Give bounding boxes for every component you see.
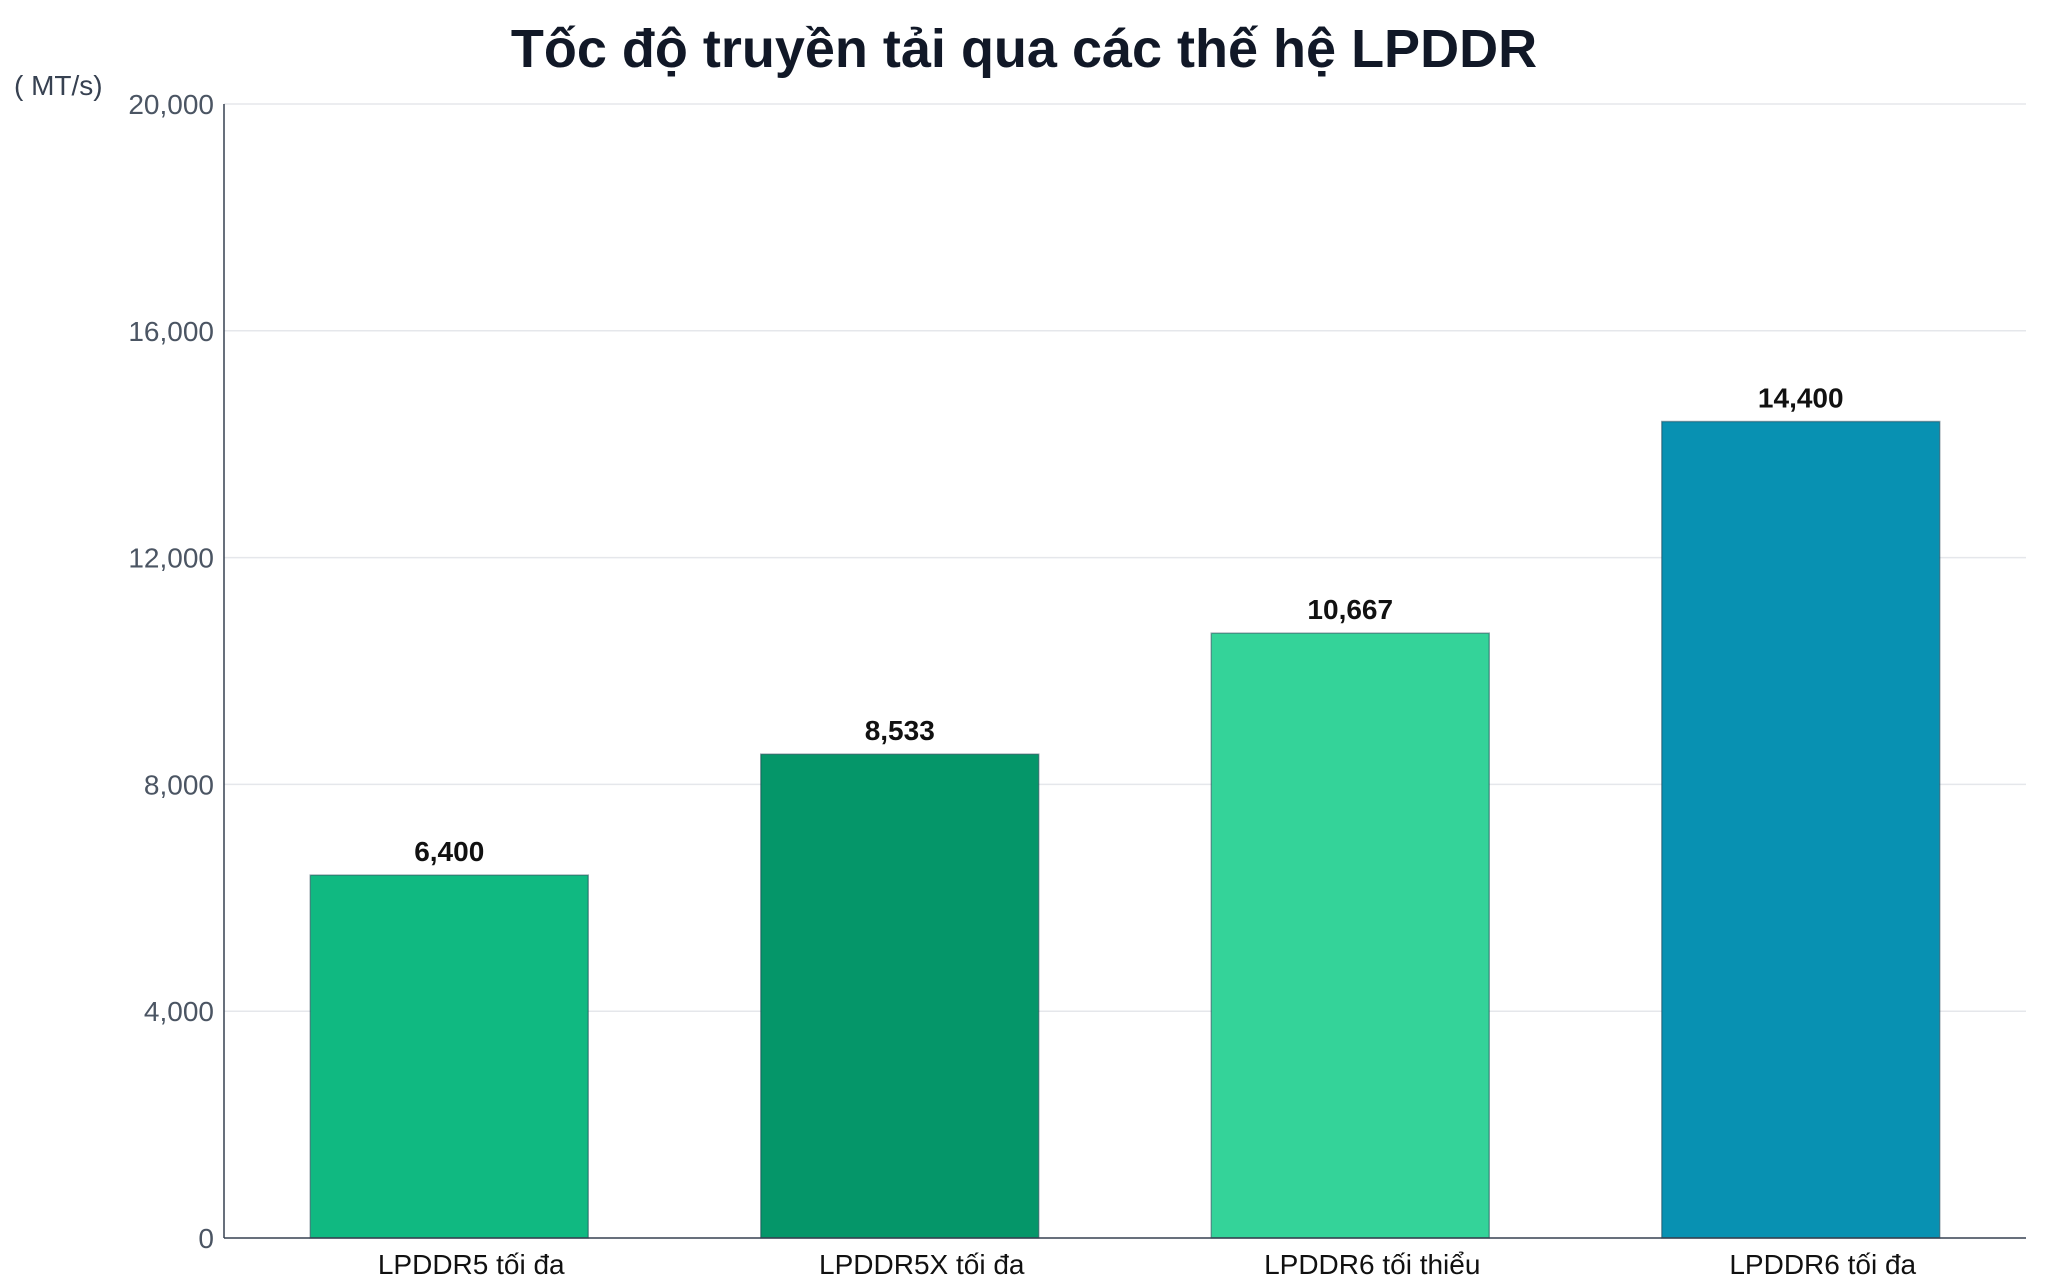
y-tick-label: 20,000	[128, 89, 214, 120]
y-tick-label: 12,000	[128, 543, 214, 574]
data-label: 6,400	[414, 836, 484, 867]
x-tick-label: LPDDR6 tối đa	[1729, 1249, 1916, 1280]
data-label: 10,667	[1307, 594, 1393, 625]
data-label: 8,533	[865, 715, 935, 746]
y-tick-label: 0	[198, 1223, 214, 1254]
bar	[1661, 420, 1941, 1239]
y-tick-label: 4,000	[144, 996, 214, 1027]
x-tick-label: LPDDR5X tối đa	[819, 1249, 1025, 1280]
data-label: 14,400	[1758, 383, 1844, 414]
x-tick-label: LPDDR5 tối đa	[378, 1249, 565, 1280]
bar	[1210, 632, 1490, 1239]
bar	[760, 753, 1040, 1239]
y-axis-unit-label: ( MT/s)	[14, 70, 103, 101]
chart-title: Tốc độ truyền tải qua các thế hệ LPDDR	[510, 19, 1538, 79]
labels: 0 4,000 8,000 12,000 16,000 20,000 6,400 LPDDR5…	[128, 89, 1916, 1280]
axes	[223, 104, 2026, 1239]
y-tick-label: 16,000	[128, 316, 214, 347]
bars	[309, 420, 1941, 1239]
bar	[309, 874, 589, 1239]
y-tick-label: 8,000	[144, 769, 214, 800]
x-tick-label: LPDDR6 tối thiểu	[1264, 1249, 1480, 1280]
